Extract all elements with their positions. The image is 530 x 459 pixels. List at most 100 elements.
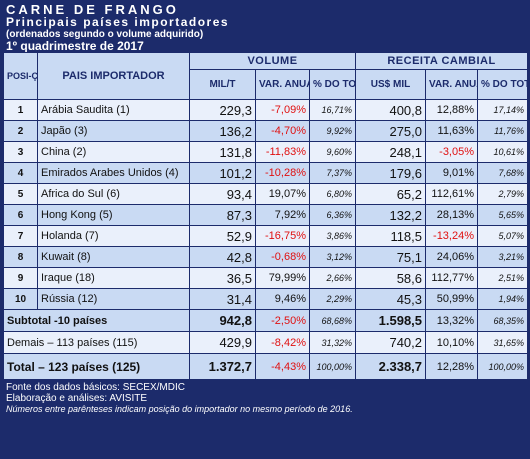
importers-table: POSI-ÇÃO PAIS IMPORTADOR VOLUME RECEITA …: [3, 52, 529, 380]
country-cell: China (2): [37, 141, 190, 163]
position-cell: 7: [3, 225, 38, 247]
col-header-vol-var: VAR. ANUAL: [255, 69, 310, 100]
col-header-rev-var: VAR. ANUAL: [425, 69, 479, 100]
revenue-var-cell: 9,01%: [425, 162, 479, 184]
revenue-cell: 400,8: [355, 99, 427, 121]
country-cell: Africa do Sul (6): [37, 183, 190, 205]
report-footer: Fonte dos dados básicos: SECEX/MDIC Elab…: [6, 382, 353, 415]
volume-cell: 229,3: [189, 99, 256, 121]
total-volume-var: -4,43%: [255, 353, 310, 380]
table-row: 5 Africa do Sul (6) 93,4 19,07% 6,80% 65…: [3, 183, 529, 205]
volume-pct-cell: 2,29%: [308, 288, 357, 310]
volume-var-cell: 9,46%: [255, 288, 310, 310]
revenue-var-cell: 112,77%: [425, 267, 479, 289]
footer-source: Fonte dos dados básicos: SECEX/MDIC: [6, 382, 185, 393]
col-header-country: PAIS IMPORTADOR: [37, 52, 190, 100]
volume-var-cell: -4,70%: [255, 120, 310, 142]
country-cell: Arábia Saudita (1): [37, 99, 190, 121]
revenue-cell: 248,1: [355, 141, 427, 163]
volume-cell: 136,2: [189, 120, 256, 142]
position-cell: 4: [3, 162, 38, 184]
subtotal-volume-var: -2,50%: [255, 309, 310, 332]
col-header-position: POSI-ÇÃO: [3, 52, 38, 100]
table-row: 2 Japão (3) 136,2 -4,70% 9,92% 275,0 11,…: [3, 120, 529, 142]
revenue-var-cell: 50,99%: [425, 288, 479, 310]
table-row: 1 Arábia Saudita (1) 229,3 -7,09% 16,71%…: [3, 99, 529, 121]
country-cell: Emirados Arabes Unidos (4): [37, 162, 190, 184]
revenue-var-cell: 112,61%: [425, 183, 479, 205]
volume-var-cell: -11,83%: [255, 141, 310, 163]
position-cell: 6: [3, 204, 38, 226]
volume-var-cell: 7,92%: [255, 204, 310, 226]
volume-pct-cell: 6,80%: [308, 183, 357, 205]
volume-var-cell: -0,68%: [255, 246, 310, 268]
volume-pct-cell: 7,37%: [308, 162, 357, 184]
subtotal-volume-pct: 68,68%: [308, 309, 357, 332]
report-subtitle: Principais países importadores: [6, 15, 230, 29]
total-row: Total – 123 países (125) 1.372,7 -4,43% …: [3, 353, 529, 380]
subtotal-label: Subtotal -10 países: [3, 309, 190, 332]
subtotal-revenue: 1.598,5: [355, 309, 427, 332]
table-row: 9 Iraque (18) 36,5 79,99% 2,66% 58,6 112…: [3, 267, 529, 289]
volume-var-cell: 79,99%: [255, 267, 310, 289]
revenue-cell: 118,5: [355, 225, 427, 247]
revenue-cell: 275,0: [355, 120, 427, 142]
others-revenue-pct: 31,65%: [477, 331, 529, 354]
others-volume-var: -8,42%: [255, 331, 310, 354]
table-row: 6 Hong Kong (5) 87,3 7,92% 6,36% 132,2 2…: [3, 204, 529, 226]
total-volume: 1.372,7: [189, 353, 256, 380]
revenue-pct-cell: 5,65%: [477, 204, 529, 226]
col-header-vol-pct: % DO TOTAL: [308, 69, 357, 100]
volume-var-cell: -16,75%: [255, 225, 310, 247]
volume-pct-cell: 3,12%: [308, 246, 357, 268]
revenue-pct-cell: 10,61%: [477, 141, 529, 163]
col-header-volume: VOLUME: [188, 52, 357, 70]
revenue-cell: 132,2: [355, 204, 427, 226]
others-volume: 429,9: [189, 331, 256, 354]
revenue-cell: 75,1: [355, 246, 427, 268]
report-period: 1º quadrimestre de 2017: [6, 39, 144, 53]
table-body: 1 Arábia Saudita (1) 229,3 -7,09% 16,71%…: [3, 99, 529, 380]
others-revenue-var: 10,10%: [425, 331, 479, 354]
revenue-var-cell: 12,88%: [425, 99, 479, 121]
revenue-pct-cell: 1,94%: [477, 288, 529, 310]
revenue-pct-cell: 2,79%: [477, 183, 529, 205]
footer-note: Números entre parênteses indicam posição…: [6, 404, 353, 414]
footer-analysis: Elaboração e análises: AVISITE: [6, 393, 148, 404]
revenue-var-cell: 28,13%: [425, 204, 479, 226]
revenue-pct-cell: 17,14%: [477, 99, 529, 121]
volume-pct-cell: 3,86%: [308, 225, 357, 247]
volume-cell: 52,9: [189, 225, 256, 247]
volume-var-cell: 19,07%: [255, 183, 310, 205]
report-title: CARNE DE FRANGO: [6, 2, 179, 17]
table-row: 8 Kuwait (8) 42,8 -0,68% 3,12% 75,1 24,0…: [3, 246, 529, 268]
volume-cell: 101,2: [189, 162, 256, 184]
revenue-pct-cell: 11,76%: [477, 120, 529, 142]
revenue-var-cell: 24,06%: [425, 246, 479, 268]
subtotal-volume: 942,8: [189, 309, 256, 332]
country-cell: Rússia (12): [37, 288, 190, 310]
position-cell: 2: [3, 120, 38, 142]
position-cell: 9: [3, 267, 38, 289]
col-header-rev-pct: % DO TOTAL: [477, 69, 529, 100]
revenue-cell: 65,2: [355, 183, 427, 205]
subtotal-row: Subtotal -10 países 942,8 -2,50% 68,68% …: [3, 309, 529, 332]
revenue-pct-cell: 3,21%: [477, 246, 529, 268]
volume-cell: 87,3: [189, 204, 256, 226]
others-revenue: 740,2: [355, 331, 427, 354]
revenue-pct-cell: 7,68%: [477, 162, 529, 184]
country-cell: Kuwait (8): [37, 246, 190, 268]
revenue-var-cell: -3,05%: [425, 141, 479, 163]
position-cell: 3: [3, 141, 38, 163]
revenue-var-cell: 11,63%: [425, 120, 479, 142]
volume-cell: 42,8: [189, 246, 256, 268]
revenue-var-cell: -13,24%: [425, 225, 479, 247]
country-cell: Iraque (18): [37, 267, 190, 289]
revenue-cell: 58,6: [355, 267, 427, 289]
revenue-pct-cell: 5,07%: [477, 225, 529, 247]
volume-cell: 36,5: [189, 267, 256, 289]
revenue-cell: 45,3: [355, 288, 427, 310]
others-row: Demais – 113 países (115) 429,9 -8,42% 3…: [3, 331, 529, 354]
country-cell: Holanda (7): [37, 225, 190, 247]
report-note: (ordenados segundo o volume adquirido): [6, 29, 204, 40]
